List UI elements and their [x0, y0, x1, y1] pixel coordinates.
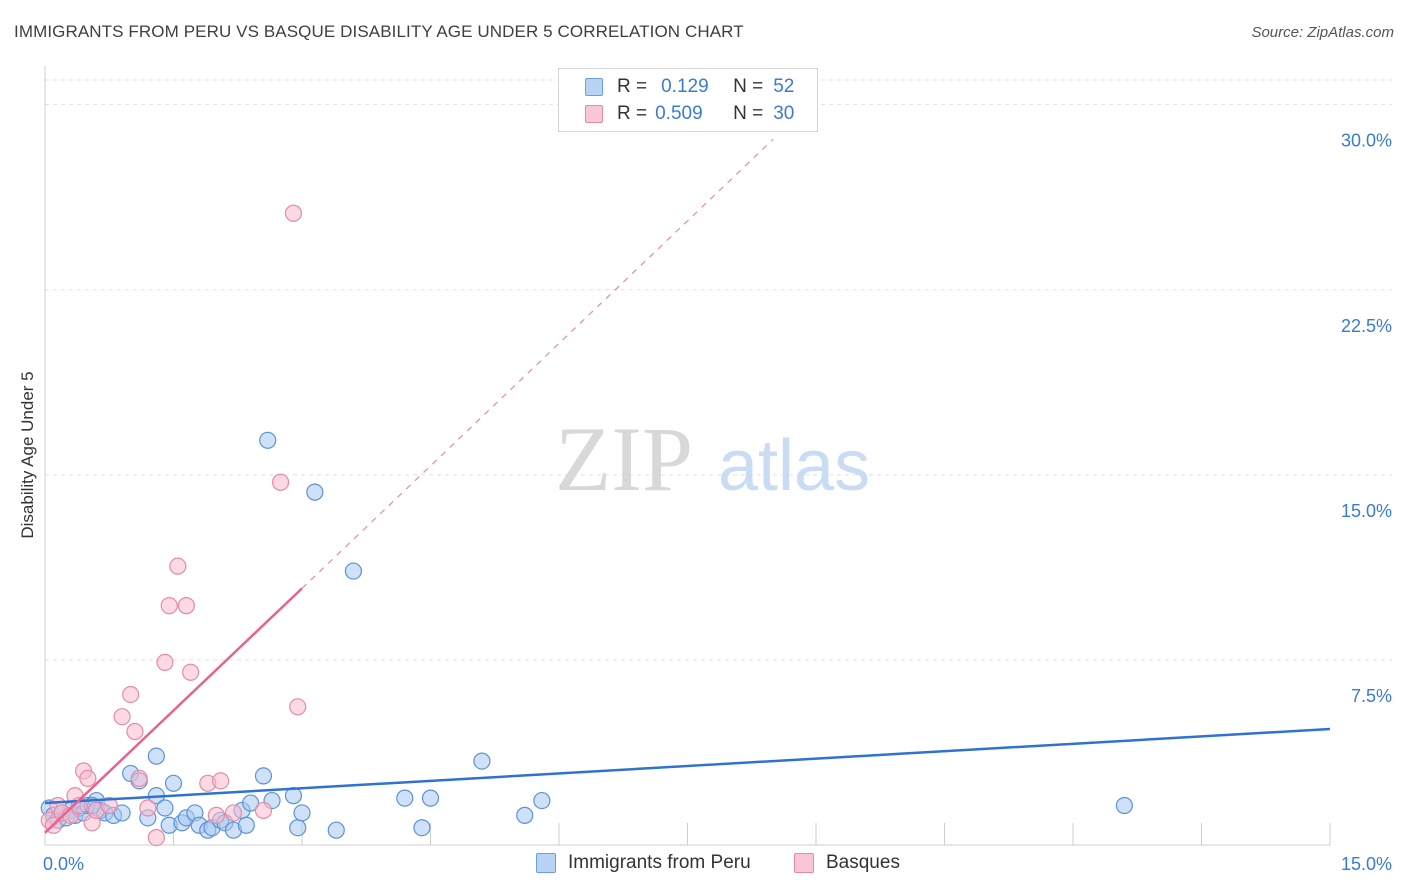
peru-point: [396, 789, 414, 807]
correlation-legend: R = 0.129 N = 52 R = 0.509 N = 30: [558, 68, 818, 132]
basque-trend-line: [44, 587, 303, 834]
peru-point: [242, 794, 260, 812]
y-tick-label: 22.5%: [1341, 316, 1392, 336]
basque-point: [289, 698, 307, 716]
y-axis-label: Disability Age Under 5: [18, 371, 37, 538]
basque-point: [122, 685, 140, 704]
series-label-peru: Immigrants from Peru: [568, 852, 751, 873]
legend-n-value: 30: [773, 103, 795, 124]
peru-point: [306, 483, 324, 501]
peru-point: [254, 767, 273, 785]
legend-n-label: N =: [733, 103, 764, 124]
peru-point: [293, 804, 311, 822]
basque-point: [126, 722, 144, 741]
y-tick-label: 7.5%: [1351, 686, 1392, 706]
basque-point: [207, 806, 225, 824]
legend-swatch-peru: [585, 78, 603, 96]
peru-point: [289, 819, 307, 837]
basque-point: [271, 473, 290, 491]
chart-title: IMMIGRANTS FROM PERU VS BASQUE DISABILIT…: [14, 22, 744, 41]
series-label-basque: Basques: [826, 852, 900, 873]
legend-r-label: R =: [617, 76, 648, 97]
basque-point: [212, 772, 230, 790]
basque-point: [113, 708, 131, 726]
legend-n-value: 52: [773, 76, 795, 97]
basque-trend-extension: [301, 138, 774, 589]
y-tick-label: 15.0%: [1341, 501, 1392, 521]
basque-point: [130, 769, 148, 787]
peru-point: [421, 789, 440, 807]
basque-point: [160, 597, 178, 615]
legend-r-value: 0.509: [655, 103, 703, 124]
peru-point: [1115, 796, 1134, 815]
basque-point: [79, 769, 97, 787]
basque-point: [182, 663, 200, 681]
peru-point: [327, 821, 345, 839]
source-label: Source: ZipAtlas.com: [1251, 24, 1394, 41]
series-legend-peru[interactable]: Immigrants from Peru: [536, 852, 751, 874]
legend-row-basque: R = 0.509 N = 30: [585, 102, 794, 126]
labels-layer: 7.5% 15.0% 22.5% 30.0% 0.0% 15.0% Disability A…: [18, 131, 1392, 874]
peru-point: [516, 806, 534, 824]
trend-layer: [44, 138, 1331, 834]
legend-n-label: N =: [733, 76, 764, 97]
grid-layer: [45, 79, 1392, 661]
watermark: ZIP atlas: [555, 408, 870, 510]
basque-point: [254, 801, 273, 820]
peru-point: [344, 562, 362, 580]
peru-point: [156, 799, 174, 817]
basque-point: [156, 653, 174, 671]
basque-point: [224, 804, 243, 822]
legend-r-label: R =: [617, 103, 648, 124]
peru-point: [413, 819, 431, 837]
peru-point: [259, 431, 277, 449]
basque-point: [147, 828, 165, 847]
series-swatch-peru: [536, 853, 556, 873]
legend-row-peru: R = 0.129 N = 52: [585, 75, 794, 99]
basque-point: [284, 204, 303, 222]
series-legend: Immigrants from Peru Basques: [0, 852, 1406, 878]
watermark-zip: ZIP: [555, 408, 693, 510]
y-tick-label: 30.0%: [1341, 131, 1392, 151]
basque-point: [177, 597, 195, 615]
series-legend-basque[interactable]: Basques: [794, 852, 900, 874]
peru-point: [147, 747, 165, 765]
peru-trend-line: [44, 727, 1331, 805]
basque-point: [169, 557, 187, 575]
basque-point: [100, 796, 118, 815]
legend-swatch-basque: [585, 105, 603, 123]
peru-point: [113, 804, 131, 822]
watermark-atlas: atlas: [718, 426, 870, 506]
peru-point: [473, 752, 491, 770]
x-tick-label: 0.0%: [43, 854, 84, 874]
x-tick-label: 15.0%: [1341, 854, 1392, 874]
peru-point: [237, 816, 255, 834]
peru-point: [533, 791, 551, 810]
legend-r-value: 0.129: [661, 76, 709, 97]
series-swatch-basque: [794, 853, 814, 873]
basque-point: [139, 799, 157, 817]
peru-point: [164, 774, 183, 792]
